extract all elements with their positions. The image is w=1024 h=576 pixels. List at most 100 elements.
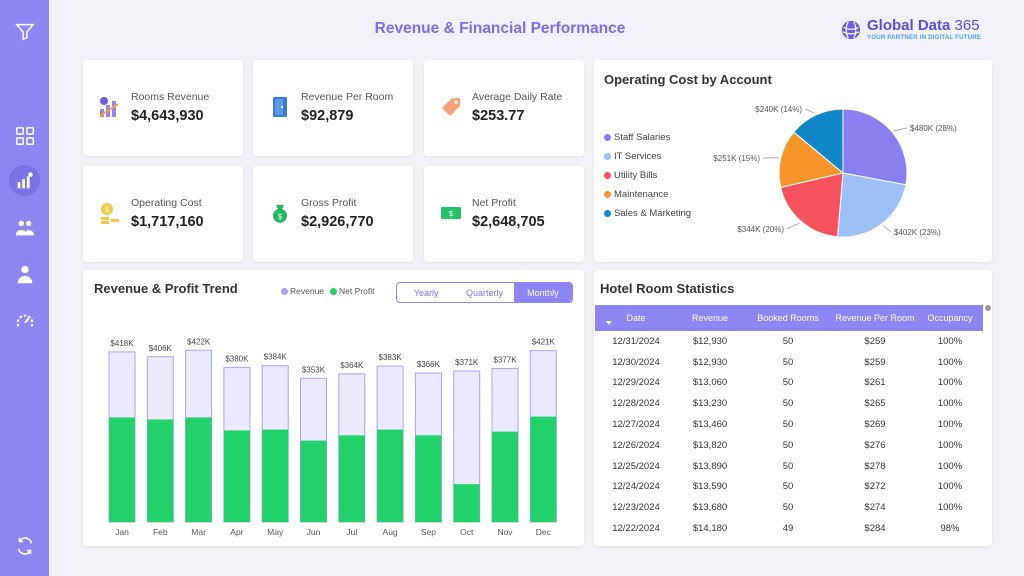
cell-revenue: $13,820 bbox=[692, 439, 728, 451]
cell-occupancy: 100% bbox=[937, 439, 963, 451]
table-row[interactable]: 12/29/2024 $13,060 50 $261 100% bbox=[595, 373, 983, 394]
net-profit-bar[interactable] bbox=[453, 484, 480, 522]
cell-revenue: $13,460 bbox=[692, 419, 728, 431]
cell-occupancy: 100% bbox=[937, 460, 963, 472]
net-profit-bar[interactable] bbox=[300, 440, 327, 522]
net-profit-bar[interactable] bbox=[109, 417, 135, 522]
table-title: Hotel Room Statistics bbox=[600, 281, 735, 296]
legend-label: Revenue bbox=[290, 286, 325, 296]
room-stats-table: Date Revenue Booked Rooms Revenue Per Ro… bbox=[594, 305, 984, 539]
pie-slice[interactable] bbox=[836, 172, 907, 238]
net-profit-bar[interactable] bbox=[338, 435, 365, 522]
table-row[interactable]: 12/23/2024 $13,680 50 $274 100% bbox=[595, 497, 983, 518]
cell-revenue-per-room: $278 bbox=[864, 460, 886, 472]
trend-title: Revenue & Profit Trend bbox=[94, 281, 238, 296]
pie-slice[interactable] bbox=[842, 108, 908, 186]
net-profit-bar[interactable] bbox=[530, 416, 557, 522]
col-booked-rooms[interactable]: Booked Rooms bbox=[757, 313, 819, 323]
cell-revenue: $12,930 bbox=[692, 335, 728, 347]
net-profit-bar[interactable] bbox=[415, 435, 442, 522]
tab-monthly[interactable]: Monthly bbox=[513, 283, 572, 302]
pie-leader-line bbox=[893, 127, 908, 132]
operating-cost-card: Operating Cost by Account Staff Salaries… bbox=[594, 60, 992, 262]
net-profit-bar[interactable] bbox=[147, 419, 174, 522]
pie-data-label: $344K (20%) bbox=[737, 225, 784, 234]
kpi-card-rooms-revenue: Rooms Revenue $4,643,930 bbox=[83, 60, 243, 156]
scrollbar-thumb[interactable] bbox=[985, 305, 991, 311]
bar-data-label: $418K bbox=[110, 339, 134, 348]
cell-occupancy: 100% bbox=[937, 356, 963, 368]
bar-data-label: $353K bbox=[302, 365, 326, 374]
table-row[interactable]: 12/27/2024 $13,460 50 $269 100% bbox=[595, 414, 983, 435]
brand-logo: Global Data 365 YOUR PARTNER IN DIGITAL … bbox=[840, 16, 1010, 46]
table-row[interactable]: 12/22/2024 $14,180 49 $284 98% bbox=[595, 518, 983, 539]
cell-revenue: $12,930 bbox=[692, 356, 728, 368]
cell-booked-rooms: 49 bbox=[782, 523, 794, 535]
net-profit-bar[interactable] bbox=[492, 431, 518, 522]
table-row[interactable]: 12/30/2024 $12,930 50 $259 100% bbox=[595, 352, 983, 373]
kpi-label: Net Profit bbox=[472, 197, 516, 209]
net-profit-bar[interactable] bbox=[185, 417, 212, 522]
table-row[interactable]: 12/31/2024 $12,930 50 $259 100% bbox=[595, 331, 983, 352]
pie-slice[interactable] bbox=[780, 172, 844, 238]
tab-yearly[interactable]: Yearly bbox=[413, 287, 439, 298]
kpi-label: Rooms Revenue bbox=[131, 91, 210, 103]
legend-item: Utility Bills bbox=[604, 166, 691, 185]
table-row[interactable]: 12/26/2024 $13,820 50 $276 100% bbox=[595, 435, 983, 456]
col-revenue[interactable]: Revenue bbox=[691, 313, 729, 323]
pie-slice[interactable] bbox=[793, 108, 844, 175]
net-profit-bar[interactable] bbox=[262, 429, 289, 522]
people-icon[interactable] bbox=[9, 212, 40, 243]
pie-leader-line bbox=[882, 225, 892, 233]
x-tick-label: May bbox=[267, 527, 284, 537]
net-profit-bar[interactable] bbox=[377, 429, 404, 522]
kpi-value: $2,926,770 bbox=[301, 214, 374, 230]
kpi-value: $4,643,930 bbox=[131, 108, 204, 124]
gauge-icon[interactable] bbox=[9, 305, 40, 336]
x-tick-label: Aug bbox=[383, 527, 398, 537]
legend-item-revenue: Revenue bbox=[281, 286, 324, 296]
filter-icon[interactable] bbox=[9, 16, 40, 47]
cell-date: 12/29/2024 bbox=[612, 377, 660, 389]
sidebar bbox=[0, 0, 49, 576]
col-date[interactable]: Date bbox=[626, 313, 646, 323]
pie-slice[interactable] bbox=[778, 131, 845, 188]
cell-booked-rooms: 50 bbox=[782, 439, 794, 451]
revenue-chart-icon[interactable] bbox=[9, 165, 40, 196]
col-revenue-per-room[interactable]: Revenue Per Room bbox=[835, 313, 915, 323]
x-tick-label: Feb bbox=[153, 527, 168, 537]
cell-booked-rooms: 50 bbox=[782, 419, 794, 431]
legend-item: IT Services bbox=[604, 147, 691, 166]
pie-legend: Staff Salaries IT Services Utility Bills… bbox=[604, 128, 691, 223]
legend-dot bbox=[604, 134, 611, 141]
table-row[interactable]: 12/25/2024 $13,890 50 $278 100% bbox=[595, 456, 983, 477]
table-row[interactable]: 12/24/2024 $13,590 50 $272 100% bbox=[595, 477, 983, 498]
cell-revenue: $13,890 bbox=[692, 460, 728, 472]
refresh-icon[interactable] bbox=[9, 530, 40, 561]
pie-leader-line bbox=[786, 222, 800, 230]
cell-revenue: $13,230 bbox=[692, 398, 728, 410]
cell-date: 12/23/2024 bbox=[612, 502, 660, 514]
brand-name: Global Data bbox=[867, 17, 951, 34]
col-occupancy[interactable]: Occupancy bbox=[927, 313, 973, 323]
table-row[interactable]: 12/28/2024 $13,230 50 $265 100% bbox=[595, 393, 983, 414]
legend-item: Maintenance bbox=[604, 185, 691, 204]
cell-revenue: $13,060 bbox=[692, 377, 728, 389]
period-toggle: Yearly Quarterly Monthly bbox=[396, 282, 573, 303]
x-tick-label: Jul bbox=[346, 527, 357, 537]
net-profit-bar[interactable] bbox=[223, 430, 250, 522]
sort-caret-icon[interactable] bbox=[606, 321, 612, 325]
cell-occupancy: 100% bbox=[937, 419, 963, 431]
legend-label: Utility Bills bbox=[614, 170, 658, 181]
tab-quarterly[interactable]: Quarterly bbox=[465, 287, 503, 298]
kpi-card-average-daily-rate: Average Daily Rate $253.77 bbox=[424, 60, 584, 156]
cell-date: 12/30/2024 bbox=[612, 356, 660, 368]
legend-dot bbox=[604, 191, 611, 198]
brand-tagline: YOUR PARTNER IN DIGITAL FUTURE bbox=[867, 34, 982, 41]
cell-revenue: $13,680 bbox=[692, 502, 728, 514]
bar-data-label: $364K bbox=[340, 361, 364, 370]
kpi-card-operating-cost: $ Operating Cost $1,717,160 bbox=[83, 166, 243, 262]
cell-occupancy: 100% bbox=[937, 377, 963, 389]
user-download-icon[interactable] bbox=[9, 259, 40, 290]
dashboard-grid-icon[interactable] bbox=[9, 120, 40, 151]
